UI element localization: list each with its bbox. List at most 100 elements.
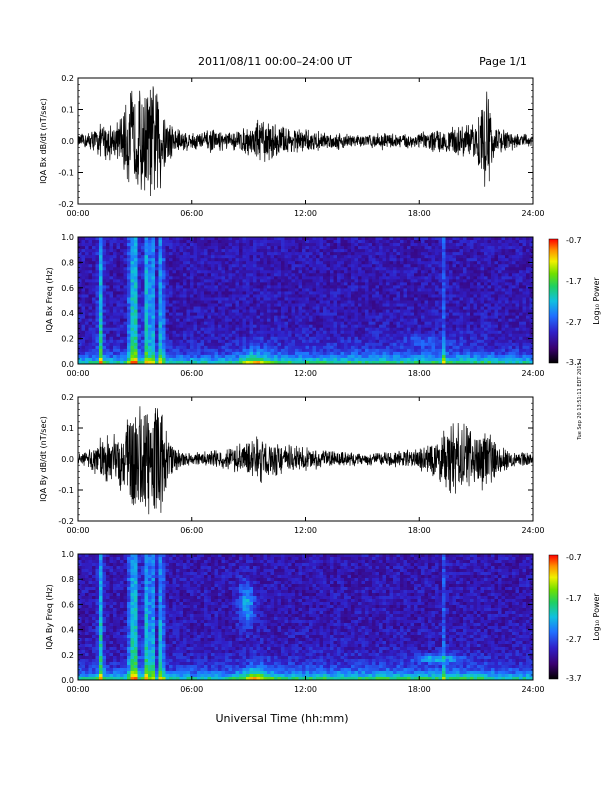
bx-freq-cell: [361, 357, 366, 362]
bx-freq-cell: [218, 318, 222, 323]
bx-freq-cell: [340, 351, 345, 356]
bx-freq-cell: [270, 336, 275, 341]
bx-freq-cell: [242, 246, 247, 250]
bx-freq-cell: [183, 273, 187, 277]
bx-freq-cell: [358, 303, 362, 307]
bx-freq-cell: [400, 252, 404, 256]
bx-freq-cell: [361, 339, 366, 344]
bx-freq-cell: [326, 336, 331, 341]
bx-freq-cell: [445, 321, 450, 326]
bx-freq-cell: [204, 261, 208, 265]
bx-freq-cell: [309, 321, 313, 326]
bx-freq-cell: [435, 345, 439, 350]
bx-freq-cell: [358, 312, 362, 317]
bx-freq-cell: [207, 318, 212, 323]
bx-freq-cell: [351, 276, 355, 280]
bx-freq-cell: [127, 351, 131, 356]
bx-freq-cell: [144, 303, 149, 307]
bx-freq-cell: [487, 309, 492, 313]
bx-freq-cell: [305, 312, 310, 317]
bx-freq-cell: [407, 348, 411, 353]
bx-freq-cell: [330, 264, 334, 268]
bx-freq-cell: [445, 333, 450, 338]
bx-freq-cell: [165, 309, 170, 313]
bx-freq-cell: [81, 267, 86, 271]
bx-freq-cell: [459, 321, 464, 326]
bx-freq-cell: [193, 288, 198, 292]
bx-freq-cell: [375, 285, 380, 289]
bx-freq-cell: [249, 273, 254, 277]
bx-freq-cell: [221, 306, 226, 310]
bx-freq-cell: [165, 291, 170, 295]
bx-freq-cell: [214, 360, 219, 365]
bx-freq-cell: [410, 270, 415, 274]
bx-freq-cell: [151, 243, 156, 247]
bx-freq-cell: [270, 345, 275, 350]
bx-freq-cell: [274, 249, 278, 253]
bx-freq-cell: [246, 294, 250, 298]
bx-freq-cell: [407, 267, 411, 271]
bx-freq-cell: [410, 342, 415, 347]
bx-freq-cell: [148, 315, 152, 320]
bx-freq-cell: [463, 321, 467, 326]
bx-freq-cell: [372, 315, 376, 320]
bx-freq-cell: [386, 345, 390, 350]
bx-freq-cell: [473, 357, 478, 362]
bx-freq-cell: [165, 318, 170, 323]
bx-freq-cell: [305, 255, 310, 259]
bx-freq-cell: [400, 258, 404, 262]
bx-freq-cell: [277, 294, 282, 298]
bx-freq-cell: [459, 345, 464, 350]
bx-freq-cell: [102, 270, 107, 274]
bx-freq-cell: [134, 306, 138, 310]
bx-freq-cell: [211, 264, 215, 268]
bx-freq-cell: [204, 282, 208, 286]
bx-freq-cell: [85, 252, 89, 256]
bx-freq-cell: [295, 315, 299, 320]
bx-freq-cell: [102, 237, 107, 241]
bx-freq-cell: [480, 288, 485, 292]
bx-freq-cell: [428, 315, 432, 320]
bx-freq-cell: [477, 249, 481, 253]
bx-freq-cell: [445, 291, 450, 295]
bx-freq-cell: [319, 330, 324, 335]
bx-freq-cell: [477, 351, 481, 356]
bx-freq-cell: [386, 267, 390, 271]
bx-dbdt-line: [77, 86, 534, 197]
bx-freq-cell: [123, 276, 128, 280]
bx-freq-cell: [456, 315, 460, 320]
bx-freq-cell: [424, 240, 429, 244]
bx-freq-cell: [424, 360, 429, 365]
bx-freq-cell: [410, 339, 415, 344]
bx-freq-cell: [410, 309, 415, 313]
bx-freq-cell: [337, 291, 341, 295]
bx-freq-cell: [484, 243, 488, 247]
bx-freq-cell: [295, 324, 299, 329]
bx-freq-cell: [333, 273, 338, 277]
bx-freq-cell: [127, 243, 131, 247]
bx-freq-cell: [99, 261, 103, 265]
bx-freq-cell: [421, 303, 425, 307]
bx-freq-cell: [155, 357, 159, 362]
bx-freq-cell: [127, 303, 131, 307]
bx-freq-cell: [92, 252, 96, 256]
bx-freq-cell: [295, 297, 299, 301]
bx-freq-cell: [344, 282, 348, 286]
bx-freq-cell: [438, 333, 443, 338]
bx-freq-cell: [193, 357, 198, 362]
bx-freq-cell: [162, 327, 166, 332]
bx-freq-cell: [99, 240, 103, 244]
bx-freq-cell: [326, 345, 331, 350]
bx-freq-cell: [403, 318, 408, 323]
bx-freq-cell: [253, 273, 257, 277]
bx-freq-cell: [319, 246, 324, 250]
bx-freq-cell: [162, 321, 166, 326]
bx-freq-cell: [358, 306, 362, 310]
bx-freq-cell: [368, 261, 373, 265]
bx-freq-cell: [449, 276, 453, 280]
bx-freq-cell: [120, 276, 124, 280]
bx-freq-cell: [428, 357, 432, 362]
bx-freq-cell: [312, 246, 317, 250]
bx-freq-cell: [407, 279, 411, 283]
bx-freq-cell: [263, 318, 268, 323]
